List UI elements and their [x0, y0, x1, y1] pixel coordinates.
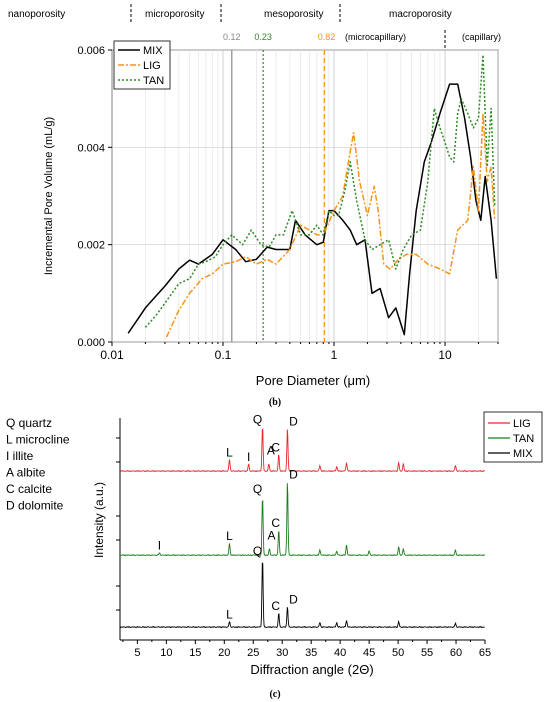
xrd-x-tick-label: 50 [392, 647, 404, 659]
pore-x-tick-label: 0.1 [215, 348, 232, 362]
pore-legend: MIX LIG TAN [113, 40, 171, 90]
pore-series-lines [127, 54, 498, 338]
xrd-x-tick-label: 25 [247, 647, 259, 659]
xrd-x-tick-label: 60 [450, 647, 462, 659]
xrd-x-tick-label: 20 [218, 647, 230, 659]
series-line-lig [165, 112, 496, 338]
xrd-x-tick-label: 35 [305, 647, 317, 659]
peak-label-D: D [289, 415, 298, 429]
peak-label-Q: Q [253, 544, 262, 558]
pore-y-tick-label: 0.006 [77, 45, 105, 57]
peak-label-A: A [267, 444, 275, 458]
series-line-mix [127, 83, 498, 336]
peak-label-L: L [226, 529, 233, 543]
region-microporosity: microporosity [145, 9, 204, 20]
pore-y-axis-title: Incremental Pore Volume (mL/g) [43, 117, 55, 275]
peak-label-L: L [226, 607, 233, 621]
xrd-trace-mix [119, 562, 485, 629]
region-macroporosity: macroporosity [389, 9, 452, 20]
peak-label-D: D [289, 468, 298, 482]
xrd-x-tick-label: 55 [421, 647, 433, 659]
xrd-x-tick-label: 65 [479, 647, 491, 659]
subregion-capillary: (capillary) [462, 32, 501, 42]
mineral-key-item: Q quartz [6, 416, 52, 430]
mineral-key-item: L microcline [6, 433, 70, 447]
legend-label-mix: MIX [143, 45, 163, 57]
panel-c-caption: (c) [269, 689, 280, 700]
pore-reference-lines: 0.12 0.23 0.82 [223, 32, 335, 342]
legend-label-tan: TAN [513, 433, 534, 445]
xrd-x-tick-label: 45 [363, 647, 375, 659]
pore-chart: 0.12 0.23 0.82 0.000 0.002 0.004 0.006 0.01 0.1… [8, 4, 501, 408]
porosity-regions: nanoporosity microporosity mesoporosity … [8, 4, 501, 48]
pore-y-tick-label: 0.000 [77, 337, 105, 349]
peak-label-Q: Q [253, 412, 262, 426]
peak-label-C: C [271, 441, 280, 455]
pore-axes: 0.000 0.002 0.004 0.006 0.01 0.1 1 10 [77, 45, 499, 362]
xrd-trace-tan [120, 483, 486, 557]
peak-label-I: I [158, 538, 161, 552]
peak-label-D: D [289, 592, 298, 606]
legend-label-mix: MIX [513, 448, 533, 460]
pore-x-tick-label: 0.01 [100, 348, 124, 362]
xrd-trace-lig [119, 428, 485, 473]
peak-label-A: A [267, 529, 275, 543]
region-nanoporosity: nanoporosity [8, 9, 65, 20]
peak-label-L: L [226, 445, 233, 459]
mineral-key-item: C calcite [6, 482, 52, 496]
xrd-legend: LIG TAN MIX [483, 411, 543, 463]
xrd-x-tick-label: 30 [276, 647, 288, 659]
xrd-y-axis-title: Intensity (a.u.) [92, 482, 106, 558]
reference-line-label: 0.82 [318, 32, 336, 42]
pore-x-tick-label: 1 [331, 348, 338, 362]
legend-label-tan: TAN [143, 75, 164, 87]
mineral-key: Q quartz L microcline I illite A albite C ca… [6, 416, 70, 513]
xrd-x-tick-label: 10 [160, 647, 172, 659]
xrd-series-lines [119, 428, 486, 629]
peak-label-C: C [271, 599, 280, 613]
mineral-key-item: D dolomite [6, 499, 64, 513]
subregion-microcapillary: (microcapillary) [345, 32, 406, 42]
xrd-x-tick-label: 40 [334, 647, 346, 659]
peak-label-Q: Q [253, 482, 262, 496]
reference-line-label: 0.23 [254, 32, 272, 42]
peak-label-I: I [247, 450, 250, 464]
xrd-x-tick-label: 15 [189, 647, 201, 659]
series-line-tan [144, 54, 496, 328]
legend-box [483, 411, 543, 463]
mineral-key-item: I illite [6, 449, 34, 463]
pore-y-tick-label: 0.004 [77, 142, 105, 154]
mineral-key-item: A albite [6, 466, 46, 480]
xrd-chart: Q quartz L microcline I illite A albite C ca… [6, 411, 543, 700]
pore-grid [111, 49, 499, 343]
pore-x-axis-title: Pore Diameter (μm) [256, 373, 370, 388]
pore-y-tick-label: 0.002 [77, 240, 105, 252]
xrd-axes: 5 10 15 20 25 30 35 40 45 50 55 60 65 [116, 418, 491, 659]
xrd-x-axis-title: Diffraction angle (2Θ) [250, 662, 373, 677]
reference-line-label: 0.12 [223, 32, 241, 42]
region-mesoporosity: mesoporosity [264, 9, 323, 20]
peak-label-C: C [271, 516, 280, 530]
legend-label-lig: LIG [513, 418, 531, 430]
legend-label-lig: LIG [143, 60, 161, 72]
pore-x-tick-label: 10 [438, 348, 452, 362]
xrd-x-tick-label: 5 [134, 647, 140, 659]
panel-b-caption: (b) [269, 397, 281, 408]
